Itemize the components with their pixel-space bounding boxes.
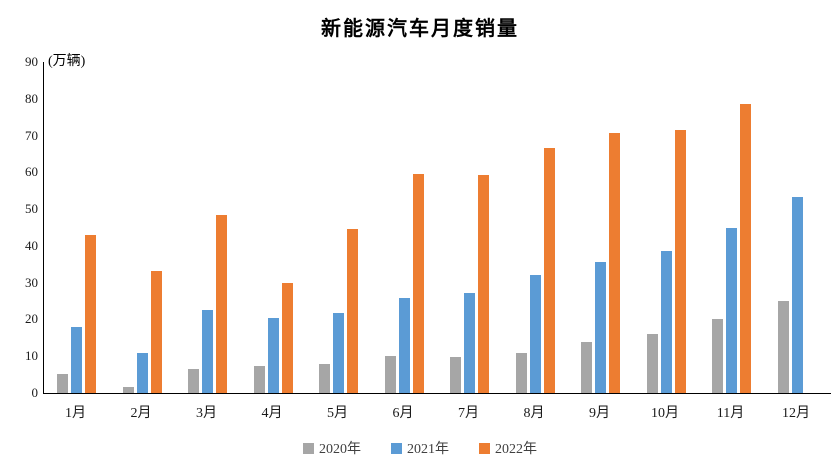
bar-2022年-2月 [150, 270, 162, 393]
y-tick-label: 20 [25, 311, 38, 327]
legend-label: 2022年 [495, 442, 537, 457]
legend-label: 2020年 [319, 442, 361, 457]
bar-2022年-1月 [85, 234, 96, 393]
bar-2020年-6月 [384, 355, 396, 393]
bar-2021年-1月 [71, 327, 82, 393]
bar-2022年-7月 [478, 174, 489, 393]
x-tick-label: 3月 [196, 406, 217, 421]
bar-group [712, 62, 751, 393]
bar-group [581, 62, 620, 393]
bar-2020年-11月 [712, 319, 723, 393]
bar-group [777, 62, 817, 393]
legend-item-2022年: 2022年 [479, 438, 537, 458]
y-tick-label: 90 [25, 54, 38, 69]
bar-2021年-8月 [529, 274, 541, 393]
bar-2021年-11月 [726, 227, 737, 393]
y-tick-label: 60 [25, 164, 38, 180]
legend-marker-2022年 [479, 442, 490, 454]
bar-2020年-12月 [777, 301, 789, 393]
bar-2021年-10月 [660, 251, 672, 393]
x-tick-label: 6月 [392, 406, 414, 421]
bar-group [515, 62, 555, 393]
bar-2020年-9月 [581, 341, 592, 393]
y-tick-label: 40 [25, 237, 38, 253]
legend-marker-2020年 [303, 442, 314, 454]
x-tick-label: 8月 [523, 406, 545, 421]
bar-2021年-5月 [333, 313, 344, 393]
y-tick-label: 30 [25, 274, 38, 290]
bar-2020年-2月 [122, 387, 134, 393]
y-axis-unit-label: (万辆) [48, 54, 86, 69]
bar-2020年-4月 [253, 366, 265, 393]
bar-2021年-9月 [595, 261, 606, 393]
bar-2022年-4月 [281, 283, 293, 393]
bar-2021年-3月 [202, 310, 213, 393]
x-tick-label: 9月 [589, 406, 610, 421]
bar-2022年-9月 [609, 132, 620, 393]
x-tick-label: 5月 [327, 406, 348, 421]
bar-2022年-10月 [674, 130, 686, 393]
bar-2022年-6月 [412, 173, 424, 393]
bar-2020年-10月 [646, 334, 658, 393]
bar-2022年-11月 [740, 103, 751, 393]
bar-group [57, 62, 96, 393]
x-tick-label: 12月 [782, 406, 810, 421]
legend: 2020年 2021年 2022年 [0, 438, 840, 458]
bar-2020年-8月 [515, 353, 527, 393]
bar-group [253, 62, 293, 393]
legend-item-2020年: 2020年 [303, 438, 361, 458]
bar-group [450, 62, 489, 393]
x-tick-label: 10月 [651, 406, 679, 421]
x-tick-label: 2月 [130, 406, 152, 421]
x-tick-label: 7月 [458, 406, 479, 421]
x-tick-label: 4月 [261, 406, 283, 421]
bar-2020年-7月 [450, 357, 461, 393]
legend-item-2021年: 2021年 [391, 438, 449, 458]
legend-label: 2021年 [407, 442, 449, 457]
bar-2022年-3月 [216, 214, 227, 393]
bar-2021年-7月 [464, 293, 475, 393]
plot-area [43, 62, 831, 394]
bar-group [122, 62, 162, 393]
bar-2022年-5月 [347, 228, 358, 393]
bar-2021年-12月 [791, 197, 803, 393]
x-tick-label: 1月 [65, 406, 86, 421]
bar-2022年-8月 [543, 148, 555, 393]
y-tick-label: 70 [25, 127, 38, 143]
bar-2021年-2月 [136, 352, 148, 393]
bar-2021年-6月 [398, 298, 410, 393]
bar-2020年-5月 [319, 363, 330, 393]
y-tick-label: 0 [31, 385, 39, 400]
legend-marker-2021年 [391, 442, 402, 454]
bar-2020年-3月 [188, 369, 199, 393]
x-tick-label: 11月 [716, 406, 745, 421]
chart-title: 新能源汽车月度销量 [321, 18, 519, 40]
bar-group [646, 62, 686, 393]
bar-group [384, 62, 424, 393]
bar-group [319, 62, 358, 393]
bar-2021年-4月 [267, 317, 279, 393]
y-tick-label: 10 [25, 348, 38, 364]
bar-group [188, 62, 227, 393]
y-tick-label: 50 [25, 201, 38, 217]
y-tick-label: 80 [25, 90, 38, 106]
bar-2020年-1月 [57, 373, 68, 393]
